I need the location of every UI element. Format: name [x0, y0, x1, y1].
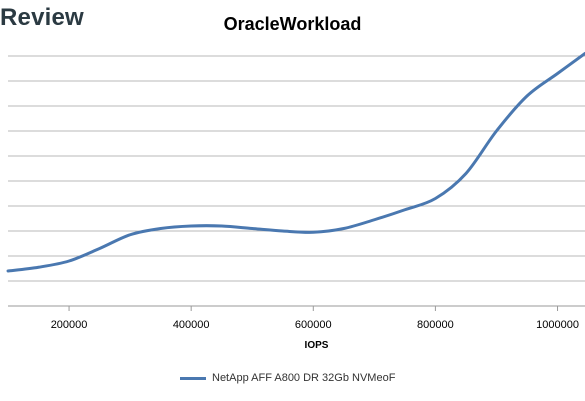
series-line-0 — [6, 52, 585, 273]
x-tick-label: 400000 — [173, 319, 210, 331]
x-tick-label: 800000 — [417, 319, 454, 331]
x-tick-label: 600000 — [295, 319, 332, 331]
legend-swatch — [180, 376, 206, 380]
legend-label: NetApp AFF A800 DR 32Gb NVMeoF — [212, 372, 396, 384]
x-tick-label: 200000 — [51, 319, 88, 331]
x-tick-label: 1000000 — [536, 319, 579, 331]
brand-logo-text: Review — [0, 4, 84, 31]
x-axis: 200000 400000 600000 800000 1000000 — [51, 306, 579, 331]
series-layer — [6, 52, 585, 273]
grid-lines — [8, 55, 585, 307]
legend: NetApp AFF A800 DR 32Gb NVMeoF — [180, 372, 395, 384]
x-axis-title: IOPS — [305, 340, 329, 351]
chart-title: OracleWorkload — [223, 14, 362, 34]
